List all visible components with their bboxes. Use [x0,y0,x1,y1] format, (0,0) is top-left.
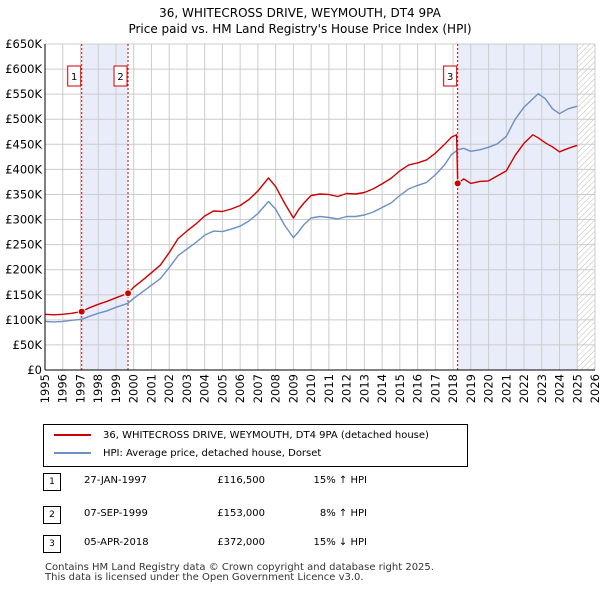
y-tick-label: £300K [5,213,42,227]
sale-price: £372,000 [217,537,265,548]
x-tick-label: 1999 [109,374,123,403]
x-tick-label: 2009 [286,374,300,403]
sale-marker-label: 1 [71,72,77,83]
x-tick-label: 2008 [269,374,283,403]
y-tick-label: £600K [5,62,42,76]
legend-swatch-hpi [54,452,91,454]
x-tick-label: 2004 [198,374,212,403]
table-row: 3 05-APR-2018 £372,000 15% ↓ HPI [43,533,463,553]
x-tick-label: 2019 [464,374,478,403]
sale-date: 27-JAN-1997 [84,475,148,486]
sale-hpi-diff: 15% ↓ HPI [313,537,367,548]
table-row: 1 27-JAN-1997 £116,500 15% ↑ HPI [43,471,463,491]
x-tick-label: 2025 [570,374,584,403]
legend-item-property: 36, WHITECROSS DRIVE, WEYMOUTH, DT4 9PA … [54,428,429,444]
x-tick-label: 2016 [411,374,425,403]
sale-hpi-diff: 15% ↑ HPI [313,475,367,486]
footer-line-1: Contains HM Land Registry data © Crown c… [45,562,434,573]
sale-number-badge: 2 [43,506,61,524]
legend-label-property: 36, WHITECROSS DRIVE, WEYMOUTH, DT4 9PA … [103,430,429,441]
x-tick-label: 2003 [180,374,194,403]
y-tick-label: £0 [27,363,42,377]
sale-point [124,289,133,298]
x-tick-label: 2001 [144,374,158,403]
y-tick-label: £250K [5,238,42,252]
price-chart: 36, WHITECROSS DRIVE, WEYMOUTH, DT4 9PA … [5,6,600,403]
x-tick-label: 2017 [428,374,442,403]
x-tick-label: 2014 [375,374,389,403]
sale-marker-box [67,65,82,87]
y-tick-label: £650K [5,37,42,51]
x-tick-label: 2013 [357,374,371,403]
y-tick-label: £550K [5,87,42,101]
x-tick-label: 2005 [215,374,229,403]
y-tick-label: £50K [13,338,43,352]
legend-item-hpi: HPI: Average price, detached house, Dors… [54,446,321,462]
forecast-hatch [577,44,595,370]
table-row: 2 07-SEP-1999 £153,000 8% ↑ HPI [43,504,463,524]
legend: 36, WHITECROSS DRIVE, WEYMOUTH, DT4 9PA … [43,424,468,467]
footer-attribution: Contains HM Land Registry data © Crown c… [45,563,434,583]
y-tick-label: £150K [5,288,42,302]
x-tick-label: 2006 [233,374,247,403]
property-price-line [44,134,578,316]
sale-date: 07-SEP-1999 [84,508,148,519]
sale-point [453,179,462,188]
legend-swatch-property [54,434,91,436]
sale-number-badge: 3 [43,535,61,553]
y-tick-label: £500K [5,112,42,126]
y-tick-label: £400K [5,162,42,176]
sale-price: £116,500 [217,475,265,486]
shaded-region [457,44,578,370]
x-tick-label: 2011 [322,374,336,403]
sale-date: 05-APR-2018 [84,537,149,548]
y-tick-label: £450K [5,137,42,151]
y-tick-label: £100K [5,313,42,327]
sale-price: £153,000 [217,508,265,519]
x-tick-label: 1996 [56,374,70,403]
sale-marker-label: 2 [117,72,123,83]
x-tick-label: 1998 [91,374,105,403]
shaded-region [81,44,129,370]
x-tick-label: 2020 [482,374,496,403]
x-tick-label: 2021 [499,374,513,403]
sale-marker-box [443,65,458,87]
x-tick-label: 1995 [38,374,52,403]
sale-number-badge: 1 [43,473,61,491]
x-tick-label: 2010 [304,374,318,403]
y-tick-label: £350K [5,187,42,201]
x-tick-label: 2002 [162,374,176,403]
sale-hpi-diff: 8% ↑ HPI [319,508,367,519]
x-tick-label: 2022 [517,374,531,403]
legend-label-hpi: HPI: Average price, detached house, Dors… [103,448,322,459]
sale-marker-box [113,65,128,87]
chart-subtitle: Price paid vs. HM Land Registry's House … [128,22,471,36]
x-tick-label: 2015 [393,374,407,403]
x-tick-label: 2026 [588,374,600,403]
x-tick-label: 2012 [340,374,354,403]
sale-marker-label: 3 [447,72,453,83]
x-tick-label: 2023 [535,374,549,403]
x-tick-label: 2000 [127,374,141,403]
footer-line-2: This data is licensed under the Open Gov… [45,572,364,583]
sale-point [77,307,86,316]
y-tick-label: £200K [5,263,42,277]
x-tick-label: 2007 [251,374,265,403]
x-tick-label: 2018 [446,374,460,403]
chart-title: 36, WHITECROSS DRIVE, WEYMOUTH, DT4 9PA [159,6,441,20]
x-tick-label: 1997 [73,374,87,403]
hpi-line [44,92,578,323]
x-tick-label: 2024 [553,374,567,403]
